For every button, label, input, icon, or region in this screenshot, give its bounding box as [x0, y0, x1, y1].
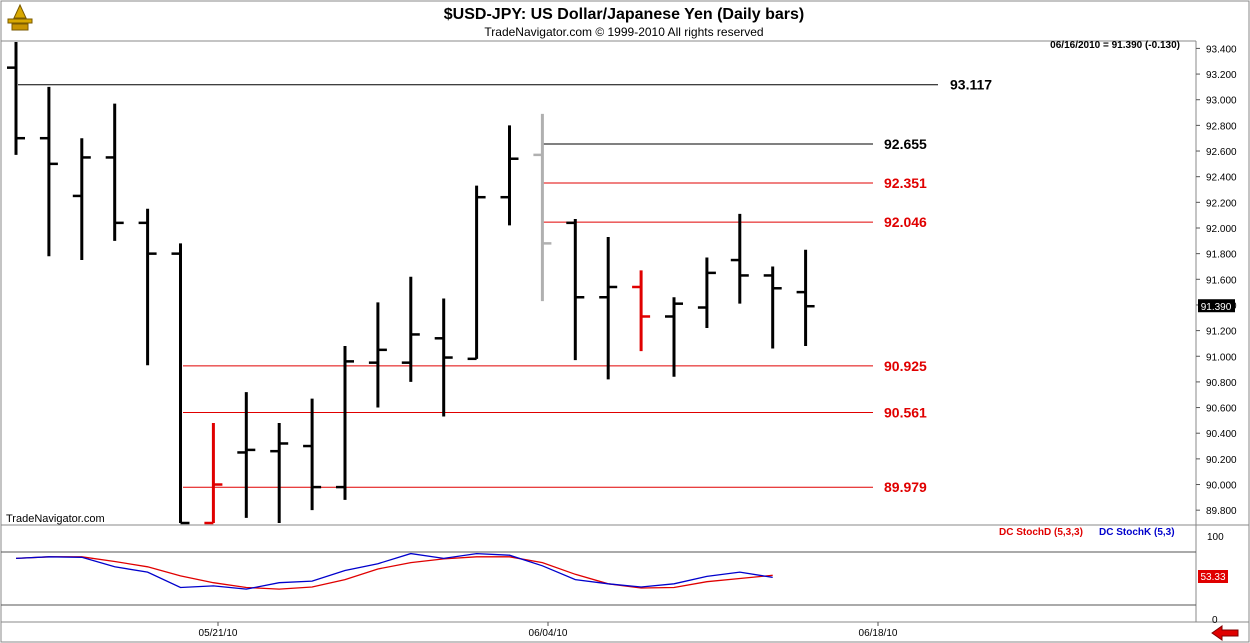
price-bars	[7, 42, 815, 525]
last-price-label: 91.390	[1201, 302, 1232, 313]
tradenavigator-logo-icon[interactable]	[3, 3, 37, 33]
level-label: 90.561	[884, 405, 927, 421]
price-tick-label: 91.000	[1206, 352, 1237, 363]
level-label: 92.046	[884, 214, 927, 230]
ohlc-bar	[697, 257, 716, 329]
price-tick-label: 91.200	[1206, 327, 1237, 338]
chart-subtitle: TradeNavigator.com © 1999-2010 All right…	[484, 25, 763, 39]
ohlc-bar	[368, 302, 387, 408]
watermark: TradeNavigator.com	[6, 513, 105, 525]
ohlc-bar	[303, 398, 322, 511]
stoch-series-line	[15, 556, 773, 590]
ohlc-bar	[270, 422, 289, 523]
price-tick-label: 93.400	[1206, 44, 1237, 55]
stoch-series-line	[15, 552, 773, 590]
last-value-info: 06/16/2010 = 91.390 (-0.130)	[1050, 40, 1180, 51]
ohlc-bar	[336, 345, 354, 500]
ohlc-bar	[796, 249, 815, 346]
date-tick-label: 06/18/10	[859, 628, 898, 639]
level-label: 89.979	[884, 479, 927, 495]
ohlc-bar	[7, 42, 25, 155]
price-tick-label: 92.600	[1206, 147, 1237, 158]
ohlc-bar	[72, 138, 91, 261]
price-tick-label: 90.800	[1206, 378, 1237, 389]
price-tick-label: 92.400	[1206, 173, 1237, 184]
ohlc-bar	[763, 266, 782, 349]
price-tick-label: 92.800	[1206, 121, 1237, 132]
ohlc-bar	[467, 185, 486, 361]
price-tick-label: 93.200	[1206, 70, 1237, 81]
ohlc-bar	[500, 125, 519, 226]
price-tick-label: 90.600	[1206, 404, 1237, 415]
ohlc-bar	[401, 276, 420, 382]
levels-layer: 93.117 92.655 92.351 92.046 90.925 90.561 89.9…	[18, 77, 992, 495]
stoch-last-tag: 53.33	[1198, 570, 1228, 583]
stoch-last-label: 53.33	[1200, 572, 1225, 583]
level-label: 92.655	[884, 136, 927, 152]
chart-title: $USD-JPY: US Dollar/Japanese Yen (Daily …	[444, 6, 804, 23]
level-label: 93.117	[950, 77, 992, 93]
stoch-lines	[15, 552, 773, 590]
stoch-tick-0: 0	[1212, 615, 1218, 626]
price-tick-label: 92.000	[1206, 224, 1237, 235]
ohlc-bar	[204, 422, 223, 525]
price-tick-label: 91.600	[1206, 275, 1237, 286]
ohlc-bar	[138, 208, 157, 366]
price-tick-label: 93.000	[1206, 96, 1237, 107]
scroll-left-arrow-icon[interactable]	[1211, 625, 1239, 641]
date-axis: 05/21/10 06/04/10 06/18/10	[199, 622, 898, 639]
ohlc-bar	[237, 392, 256, 518]
stochd-legend: DC StochD (5,3,3)	[999, 527, 1083, 538]
level-label: 90.925	[884, 358, 927, 374]
level-label: 92.351	[884, 175, 927, 191]
stoch-tick-100: 100	[1207, 532, 1224, 543]
date-tick-label: 06/04/10	[529, 628, 568, 639]
ohlc-bar	[730, 213, 749, 304]
ohlc-bar	[632, 270, 651, 352]
ohlc-bar	[566, 219, 585, 361]
price-tick-label: 91.800	[1206, 250, 1237, 261]
ohlc-bar	[434, 298, 453, 417]
price-tick-label: 90.200	[1206, 455, 1237, 466]
price-tick-label: 89.800	[1206, 506, 1237, 517]
price-tick-label: 90.000	[1206, 481, 1237, 492]
last-price-tag: 91.390	[1198, 299, 1235, 313]
ohlc-bar	[665, 297, 683, 377]
ohlc-bar	[39, 86, 58, 257]
price-tick-label: 90.400	[1206, 429, 1237, 440]
price-tick-label: 92.200	[1206, 198, 1237, 209]
ohlc-bar	[105, 103, 124, 241]
date-tick-label: 05/21/10	[199, 628, 238, 639]
stochk-legend: DC StochK (5,3)	[1099, 527, 1175, 538]
ohlc-bar	[171, 243, 190, 525]
ohlc-bar	[599, 236, 618, 380]
ohlc-bar	[533, 113, 552, 302]
